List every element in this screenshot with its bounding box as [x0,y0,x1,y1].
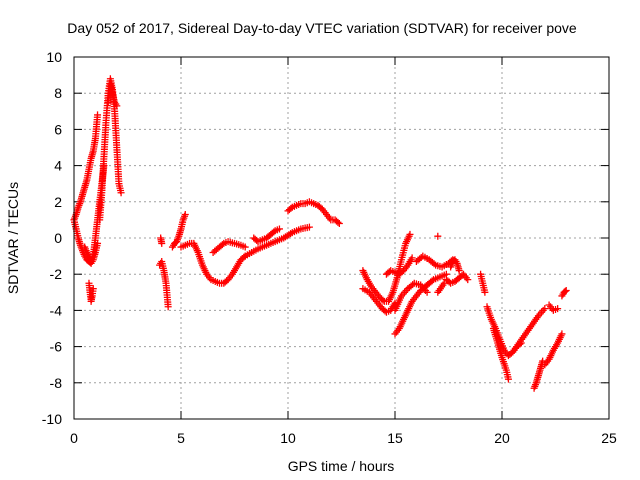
y-tick-label: 2 [54,194,62,210]
series-arc-17 [382,254,416,278]
data-point [428,277,436,285]
series-arc-25 [477,270,489,296]
series-arc-01 [70,111,102,224]
series-arc-27 [489,325,512,383]
data-point [270,228,278,236]
series-arc-10 [177,239,249,287]
data-point [554,305,562,313]
x-tick-label: 10 [280,430,296,446]
data-point [164,303,172,311]
grid-lines [74,57,609,419]
plot-frame [73,56,610,420]
series-arc-07 [156,258,172,311]
data-point [113,102,121,110]
series-arc-22 [442,270,472,287]
x-tick-label: 15 [387,430,403,446]
x-tick-label: 20 [494,430,510,446]
data-point [561,287,569,295]
data-point [481,288,489,296]
series-arc-14 [284,198,343,228]
data-point [218,241,226,249]
series-arc-09 [168,210,189,251]
series-arc-19 [391,279,431,314]
data-point [408,254,416,262]
y-tick-label: -6 [50,339,63,355]
data-point [409,281,417,289]
x-tick-label: 0 [70,430,78,446]
y-tick-label: 10 [46,49,62,65]
x-tick-labels: 0 5 10 15 20 25 [70,430,617,446]
series-arc-16 [359,285,399,316]
data-point [558,330,566,338]
series-arc-12 [250,225,283,246]
data-point [504,375,512,383]
series-arc-30 [541,330,566,369]
chart-title: Day 052 of 2017, Sidereal Day-to-day VTE… [67,20,577,36]
series-arc-28 [509,305,549,356]
data-point [464,276,472,284]
data-point [117,189,125,197]
data-point [430,260,438,268]
data-point [440,279,448,287]
y-tick-label: -2 [50,266,63,282]
series-arc-23 [447,256,463,275]
series-arc-24 [434,232,442,240]
y-tick-label: 0 [54,230,62,246]
x-tick-label: 5 [177,430,185,446]
series-arc-13 [241,223,313,260]
data-point [241,243,249,251]
data-point [334,218,342,226]
data-point [335,220,343,228]
data-point [181,210,189,218]
series-arc-32 [558,286,570,300]
y-axis-label: SDTVAR / TECUs [5,182,21,294]
y-tick-label: 8 [54,85,62,101]
data-point [89,285,97,293]
data-point [275,225,283,233]
data-point [541,305,549,313]
series-arc-08 [157,234,166,247]
series-arc-06 [104,80,121,110]
y-tick-label: -8 [50,375,63,391]
data-point [406,230,414,238]
series-arc-04 [85,279,97,305]
x-tick-label: 25 [601,430,617,446]
y-tick-label: 4 [54,158,62,174]
series-arc-26 [483,303,525,360]
y-tick-label: -10 [42,411,62,427]
data-point [379,296,387,304]
data-point [423,288,431,296]
y-tick-label: 6 [54,121,62,137]
x-axis-label: GPS time / hours [288,458,395,474]
data-point [287,204,295,212]
data-point [455,267,463,275]
y-tick-labels: -10 -8 -6 -4 -2 0 2 4 6 8 10 [42,49,62,427]
data-point [305,223,313,231]
series-arc-21 [434,279,448,296]
series-arc-31 [545,301,562,314]
y-tick-label: -4 [50,302,63,318]
data-point [434,232,442,240]
data-point [240,253,248,261]
data-point [94,111,102,119]
data-points [70,75,570,392]
data-point [158,239,166,247]
series-arc-11 [209,238,249,256]
data-point [562,286,570,294]
